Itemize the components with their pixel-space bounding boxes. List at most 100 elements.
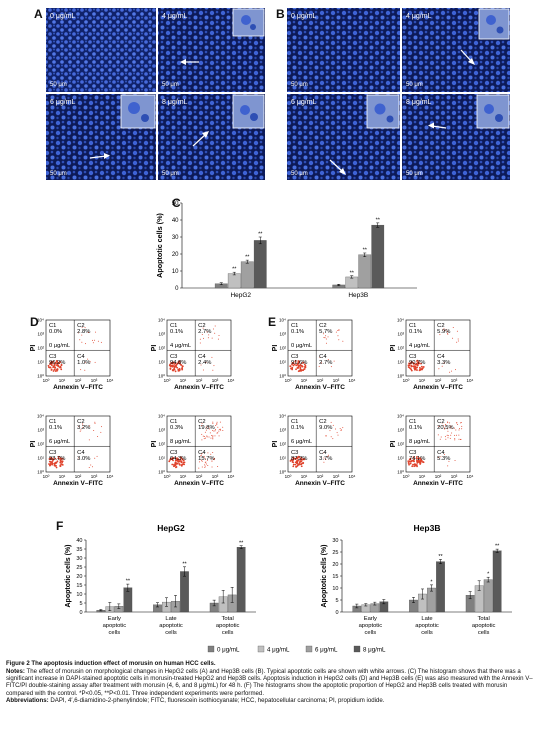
event-dot [217,426,219,428]
dose-label: 8 μg/mL [409,439,431,445]
event-dot [84,362,86,364]
x-tick-label: 10⁰ [403,474,410,479]
event-dot [214,458,216,460]
y-tick-label: 30 [172,235,179,241]
event-dot [207,464,209,466]
micrograph-dose-label: 8 μg/mL [406,99,432,106]
event-dot [297,463,300,466]
event-dot [84,343,86,345]
quadrant-label: C1 [409,323,416,329]
y-axis-label: Apoptotic cells (%) [65,544,72,607]
y-axis-label: PI [390,441,397,448]
event-dot [447,430,449,432]
dose-label: 0 μg/mL [49,343,71,349]
event-dot [414,368,417,371]
y-tick-label: 10 [76,592,82,598]
y-tick-label: 25 [332,550,338,556]
event-dot [211,337,213,339]
event-dot [325,458,327,460]
quadrant-value: 91.6% [291,360,307,366]
quadrant-value: 64.3% [170,456,186,462]
event-dot [172,456,175,459]
event-dot [214,332,216,334]
panel-label-d: D [30,315,39,329]
micrograph-dose-label: 4 μg/mL [406,13,432,20]
quadrant-label: C4 [437,450,445,456]
event-dot [211,460,213,462]
event-dot [204,462,206,464]
event-dot [58,361,61,364]
event-dot [444,428,446,430]
y-axis-label: PI [390,345,397,352]
event-dot [60,368,63,371]
category-label: HepG2 [230,292,251,299]
event-dot [174,462,177,465]
event-dot [420,362,422,365]
event-dot [292,458,295,461]
caption-abbr-label: Abbreviations: [6,697,49,705]
quadrant-label: C2 [198,323,205,329]
y-tick-label: 40 [76,538,82,544]
quadrant-label: C2 [437,419,444,425]
event-dot [174,464,177,466]
x-axis-label: Annexin V–FITC [174,480,224,487]
chart-title: HepG2 [157,523,185,533]
event-dot [170,457,173,460]
quadrant-label: C3 [409,354,416,360]
event-dot [456,341,458,343]
micrograph-b-4: 4 μg/mL 50 μm [402,8,510,92]
category-label: Late [421,616,432,622]
event-dot [323,457,325,459]
event-dot [456,422,458,424]
event-dot [54,461,57,464]
x-tick-label: 10³ [212,378,219,383]
y-tick-label: 25 [76,565,82,571]
y-tick-label: 10⁰ [397,374,404,379]
event-dot [202,327,204,329]
event-dot [168,364,171,367]
x-tick-label: 10¹ [301,474,308,479]
event-dot [198,467,200,469]
event-dot [416,362,419,364]
x-tick-label: 10⁰ [285,474,292,479]
event-dot [451,370,453,372]
micrograph-dose-label: 0 μg/mL [291,13,317,20]
event-dot [174,370,177,373]
event-dot [447,333,449,335]
event-dot [180,364,183,366]
event-dot [214,435,216,437]
event-dot [174,457,177,459]
quadrant-value: 0.0% [49,329,62,335]
event-dot [218,428,220,430]
y-tick-label: 10⁰ [279,374,286,379]
y-tick-label: 10⁴ [37,318,44,323]
y-tick-label: 10⁴ [37,414,44,419]
y-tick-label: 10 [172,269,179,275]
y-tick-label: 10 [332,586,338,592]
event-dot [81,341,83,343]
caption-abbr: DAPI, 4′,6-diamidino-2-phenylindole; FIT… [48,697,385,705]
event-dot [82,427,84,429]
event-dot [300,460,303,463]
event-dot [171,463,174,466]
event-dot [419,457,422,460]
event-dot [57,365,60,368]
event-dot [330,366,332,368]
event-dot [212,369,214,371]
event-dot [445,424,447,426]
y-tick-label: 10⁴ [158,414,165,419]
event-dot [452,337,454,339]
event-dot [293,363,296,366]
event-dot [301,462,303,465]
event-dot [80,429,82,431]
event-dot [328,454,330,456]
quadrant-value: 0.1% [291,329,304,335]
event-dot [292,364,295,367]
event-dot [91,466,93,468]
event-dot [201,433,203,435]
event-dot [458,429,460,431]
event-dot [408,463,410,466]
event-dot [212,452,214,454]
dose-label: 0 μg/mL [291,343,313,349]
x-axis-label: Annexin V–FITC [295,384,345,391]
